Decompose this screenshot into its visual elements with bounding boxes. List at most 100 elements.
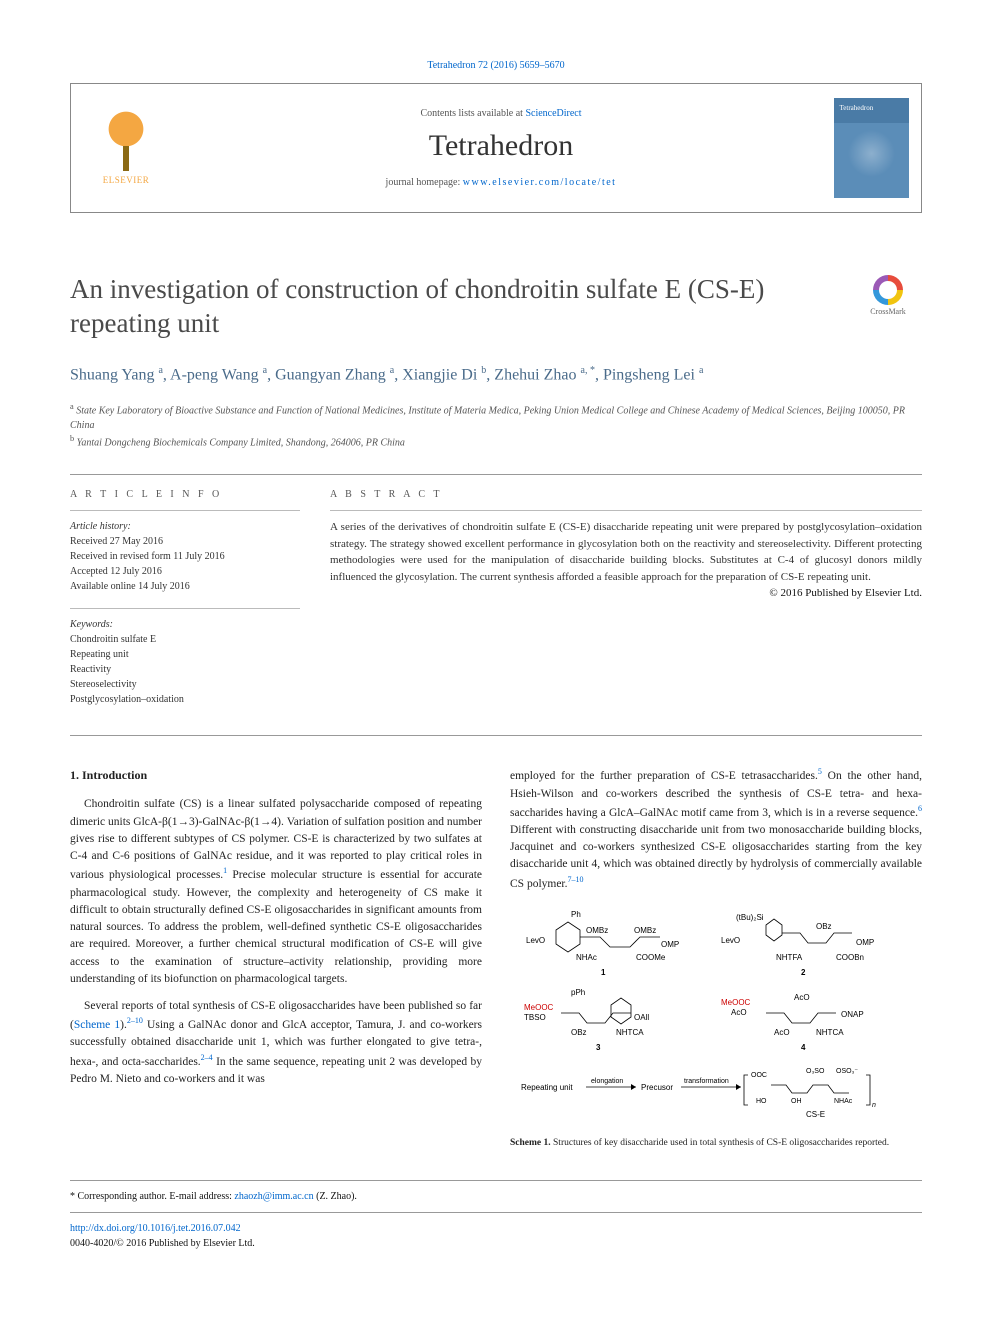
keyword-3: Stereoselectivity <box>70 679 137 690</box>
affiliation-a: a State Key Laboratory of Bioactive Subs… <box>70 401 922 433</box>
svg-text:elongation: elongation <box>591 1078 623 1085</box>
svg-text:OSO₃⁻: OSO₃⁻ <box>836 1068 858 1075</box>
scheme-1-caption: Scheme 1. Structures of key disaccharide… <box>510 1137 922 1150</box>
svg-text:NHAc: NHAc <box>576 953 597 962</box>
svg-text:COOMe: COOMe <box>636 953 666 962</box>
svg-text:COOBn: COOBn <box>836 953 864 962</box>
journal-cover-thumbnail <box>834 98 909 198</box>
svg-text:CS-E: CS-E <box>806 1110 825 1119</box>
svg-text:(tBu)₂Si: (tBu)₂Si <box>736 913 764 922</box>
elsevier-logo: ELSEVIER <box>91 103 161 193</box>
homepage-prefix: journal homepage: <box>386 177 463 188</box>
svg-text:transformation: transformation <box>684 1078 729 1085</box>
homepage-link[interactable]: www.elsevier.com/locate/tet <box>463 177 617 188</box>
svg-text:OMBz: OMBz <box>586 926 608 935</box>
svg-text:Precusor: Precusor <box>641 1083 673 1092</box>
affiliation-b: b Yantai Dongcheng Biochemicals Company … <box>70 433 922 450</box>
history-accepted: Accepted 12 July 2016 <box>70 566 162 577</box>
cover-thumb-cell <box>821 84 921 212</box>
svg-text:Repeating unit: Repeating unit <box>521 1083 573 1092</box>
contents-line: Contents lists available at ScienceDirec… <box>420 108 581 119</box>
svg-text:MeOOC: MeOOC <box>524 1003 554 1012</box>
keyword-1: Repeating unit <box>70 649 129 660</box>
svg-text:NHTFA: NHTFA <box>776 953 803 962</box>
keywords-block: Keywords: Chondroitin sulfate E Repeatin… <box>70 617 300 707</box>
article-history: Article history: Received 27 May 2016 Re… <box>70 519 300 594</box>
contents-prefix: Contents lists available at <box>420 108 525 119</box>
svg-text:AcO: AcO <box>774 1028 790 1037</box>
affiliations: a State Key Laboratory of Bioactive Subs… <box>70 401 922 451</box>
svg-text:1: 1 <box>601 968 606 977</box>
scheme-caption-text: Structures of key disaccharide used in t… <box>551 1138 889 1148</box>
corr-email-link[interactable]: zhaozh@imm.ac.cn <box>234 1191 313 1202</box>
svg-text:LevO: LevO <box>721 936 740 945</box>
footer: * Corresponding author. E-mail address: … <box>70 1180 922 1251</box>
abstract-subdivider <box>330 510 922 511</box>
body-column-left: 1. Introduction Chondroitin sulfate (CS)… <box>70 766 482 1150</box>
abstract-copyright: © 2016 Published by Elsevier Ltd. <box>330 587 922 599</box>
ref-link-7-10[interactable]: 7–10 <box>568 875 584 884</box>
svg-text:4: 4 <box>801 1043 806 1052</box>
crossmark-badge[interactable]: CrossMark <box>854 273 922 317</box>
keywords-label: Keywords: <box>70 619 113 630</box>
svg-text:pPh: pPh <box>571 988 585 997</box>
doi-link[interactable]: http://dx.doi.org/10.1016/j.tet.2016.07.… <box>70 1223 241 1234</box>
crossmark-label: CrossMark <box>870 307 906 316</box>
scheme-1-svg: Ph LevO OMBz OMBz NHAc COOMe OMP 1 (tBu)… <box>510 905 922 1125</box>
ref-link-2-10[interactable]: 2–10 <box>127 1016 143 1025</box>
svg-text:AcO: AcO <box>794 993 810 1002</box>
scheme-1-link[interactable]: Scheme 1 <box>74 1019 120 1031</box>
ref-link-6[interactable]: 6 <box>918 804 922 813</box>
ref-link-2-4[interactable]: 2–4 <box>201 1053 213 1062</box>
svg-text:LevO: LevO <box>526 936 545 945</box>
article-info-column: A R T I C L E I N F O Article history: R… <box>70 489 300 721</box>
journal-name: Tetrahedron <box>429 129 574 163</box>
svg-text:TBSO: TBSO <box>524 1013 546 1022</box>
svg-text:ONAP: ONAP <box>841 1010 864 1019</box>
history-online: Available online 14 July 2016 <box>70 581 190 592</box>
sciencedirect-link[interactable]: ScienceDirect <box>525 108 581 119</box>
svg-text:MeOOC: MeOOC <box>721 998 751 1007</box>
svg-text:OMBz: OMBz <box>634 926 656 935</box>
svg-text:AcO: AcO <box>731 1008 747 1017</box>
elsevier-tree-icon <box>101 111 151 171</box>
section-heading-intro: 1. Introduction <box>70 766 482 784</box>
svg-text:HO: HO <box>756 1098 767 1105</box>
svg-text:OAll: OAll <box>634 1013 649 1022</box>
authors-line: Shuang Yang a, A-peng Wang a, Guangyan Z… <box>70 363 922 387</box>
abstract-column: A B S T R A C T A series of the derivati… <box>330 489 922 721</box>
scheme-1-figure: Ph LevO OMBz OMBz NHAc COOMe OMP 1 (tBu)… <box>510 905 922 1151</box>
svg-text:n: n <box>872 1102 876 1109</box>
article-title: An investigation of construction of chon… <box>70 273 854 341</box>
keyword-0: Chondroitin sulfate E <box>70 634 156 645</box>
svg-text:NHTCA: NHTCA <box>616 1028 644 1037</box>
svg-text:OMP: OMP <box>661 940 679 949</box>
history-revised: Received in revised form 11 July 2016 <box>70 551 225 562</box>
svg-text:NHAc: NHAc <box>834 1098 853 1105</box>
footer-divider <box>70 1212 922 1213</box>
crossmark-icon <box>873 275 903 305</box>
svg-text:2: 2 <box>801 968 806 977</box>
svg-text:OMP: OMP <box>856 938 874 947</box>
abstract-label: A B S T R A C T <box>330 489 922 500</box>
history-label: Article history: <box>70 521 131 532</box>
abstract-text: A series of the derivatives of chondroit… <box>330 519 922 585</box>
info-subdivider-1 <box>70 510 300 511</box>
elsevier-text: ELSEVIER <box>103 175 150 185</box>
keyword-2: Reactivity <box>70 664 111 675</box>
homepage-line: journal homepage: www.elsevier.com/locat… <box>386 177 617 188</box>
scheme-caption-label: Scheme 1. <box>510 1138 551 1148</box>
svg-text:OOC: OOC <box>751 1072 767 1079</box>
svg-text:NHTCA: NHTCA <box>816 1028 844 1037</box>
divider-top <box>70 474 922 475</box>
intro-para-3: employed for the further preparation of … <box>510 766 922 892</box>
issn-line: 0040-4020/© 2016 Published by Elsevier L… <box>70 1236 922 1251</box>
divider-full <box>70 735 922 736</box>
intro-para-2: Several reports of total synthesis of CS… <box>70 998 482 1088</box>
header-center: Contents lists available at ScienceDirec… <box>181 84 821 212</box>
svg-text:OH: OH <box>791 1098 802 1105</box>
svg-text:Ph: Ph <box>571 910 581 919</box>
svg-text:OBz: OBz <box>816 922 832 931</box>
doi-line: http://dx.doi.org/10.1016/j.tet.2016.07.… <box>70 1221 922 1236</box>
publisher-logo-cell: ELSEVIER <box>71 84 181 212</box>
